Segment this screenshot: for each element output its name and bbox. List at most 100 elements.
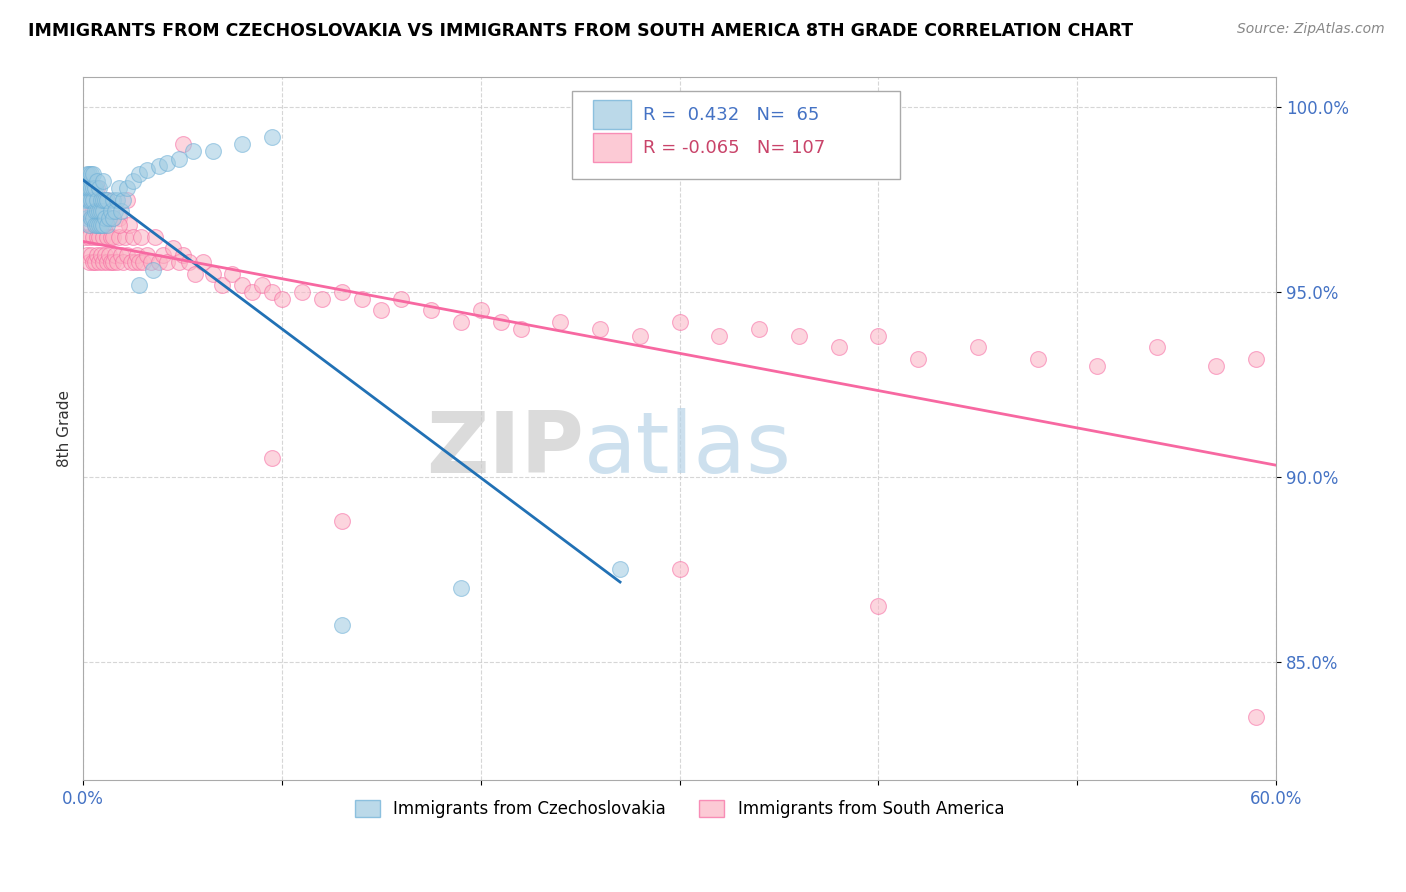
Point	[167, 255, 190, 269]
Point	[77, 255, 100, 269]
Point	[77, 193, 100, 207]
Point	[470, 303, 492, 318]
Point	[82, 181, 104, 195]
Point	[94, 248, 117, 262]
Point	[80, 211, 103, 225]
Point	[389, 293, 412, 307]
Point	[191, 255, 214, 269]
Point	[86, 229, 108, 244]
Point	[112, 255, 135, 269]
Point	[96, 229, 118, 244]
Point	[231, 136, 253, 151]
Point	[143, 229, 166, 244]
Point	[105, 193, 128, 207]
Point	[183, 267, 205, 281]
Point	[91, 174, 114, 188]
Point	[100, 229, 122, 244]
Point	[668, 562, 690, 576]
Point	[122, 174, 145, 188]
Point	[76, 248, 98, 262]
Point	[181, 145, 204, 159]
Point	[84, 219, 107, 233]
Point	[1026, 351, 1049, 366]
Point	[75, 203, 97, 218]
Point	[450, 581, 472, 595]
Point	[90, 203, 112, 218]
Point	[330, 618, 353, 632]
Text: IMMIGRANTS FROM CZECHOSLOVAKIA VS IMMIGRANTS FROM SOUTH AMERICA 8TH GRADE CORREL: IMMIGRANTS FROM CZECHOSLOVAKIA VS IMMIGR…	[28, 22, 1133, 40]
Point	[82, 193, 104, 207]
Point	[89, 203, 111, 218]
Point	[167, 152, 190, 166]
Point	[76, 193, 98, 207]
Point	[132, 255, 155, 269]
Point	[80, 181, 103, 195]
FancyBboxPatch shape	[592, 133, 631, 162]
Point	[89, 255, 111, 269]
Point	[311, 293, 333, 307]
Point	[86, 174, 108, 188]
Point	[84, 181, 107, 195]
Point	[211, 277, 233, 292]
Point	[330, 285, 353, 299]
Point	[1146, 341, 1168, 355]
FancyBboxPatch shape	[592, 100, 631, 129]
Point	[628, 329, 651, 343]
Point	[291, 285, 314, 299]
Point	[86, 181, 108, 195]
Text: Source: ZipAtlas.com: Source: ZipAtlas.com	[1237, 22, 1385, 37]
Point	[90, 219, 112, 233]
Point	[75, 174, 97, 188]
Point	[86, 193, 108, 207]
Point	[82, 255, 104, 269]
Point	[231, 277, 253, 292]
Point	[115, 248, 138, 262]
Point	[271, 293, 294, 307]
Point	[91, 193, 114, 207]
Text: R = -0.065   N= 107: R = -0.065 N= 107	[643, 139, 825, 157]
Point	[177, 255, 200, 269]
Point	[90, 248, 112, 262]
Point	[84, 203, 107, 218]
Point	[100, 203, 122, 218]
Point	[77, 181, 100, 195]
Point	[787, 329, 810, 343]
Point	[108, 211, 131, 225]
Point	[450, 315, 472, 329]
Point	[152, 248, 174, 262]
Point	[148, 255, 170, 269]
Point	[125, 248, 148, 262]
Point	[101, 211, 124, 225]
Point	[77, 167, 100, 181]
Point	[86, 248, 108, 262]
Point	[907, 351, 929, 366]
Point	[76, 203, 98, 218]
Point	[135, 162, 157, 177]
Point	[120, 255, 142, 269]
Point	[96, 219, 118, 233]
Point	[330, 514, 353, 528]
Point	[89, 229, 111, 244]
Point	[221, 267, 243, 281]
Point	[77, 219, 100, 233]
Text: ZIP: ZIP	[426, 409, 585, 491]
Point	[162, 241, 184, 255]
Point	[420, 303, 443, 318]
Point	[124, 255, 146, 269]
Point	[868, 329, 890, 343]
Point	[118, 219, 141, 233]
Point	[1085, 359, 1108, 373]
Point	[104, 203, 127, 218]
Point	[86, 219, 108, 233]
Y-axis label: 8th Grade: 8th Grade	[58, 391, 72, 467]
Point	[115, 181, 138, 195]
Point	[709, 329, 731, 343]
Point	[250, 277, 273, 292]
Text: atlas: atlas	[585, 409, 792, 491]
Point	[80, 193, 103, 207]
Point	[142, 262, 165, 277]
Point	[112, 193, 135, 207]
Point	[148, 159, 170, 173]
Point	[128, 167, 150, 181]
Point	[77, 193, 100, 207]
